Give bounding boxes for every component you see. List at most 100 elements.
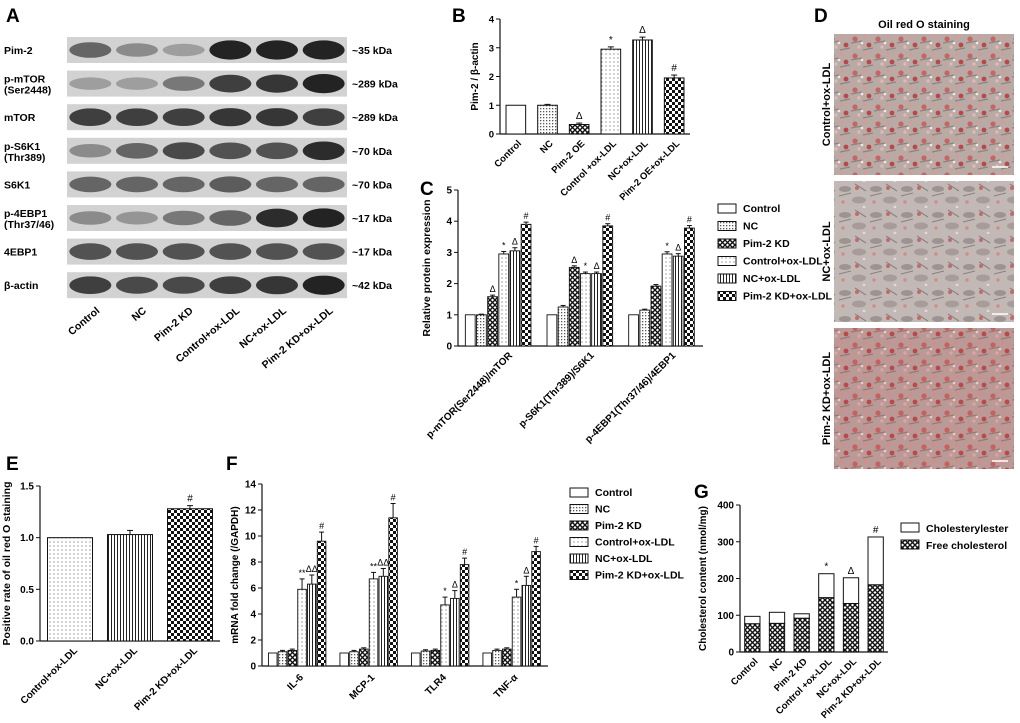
significance-mark: # <box>605 213 610 223</box>
bar <box>502 648 512 667</box>
significance-mark: Δ <box>576 111 583 122</box>
blot-band <box>256 176 298 193</box>
blot-band <box>302 208 345 228</box>
panel-g: G 0 100 200 300 400 Cholesterol content (nmol… <box>694 482 1008 721</box>
legend-label: Pim-2 KD <box>595 520 642 532</box>
x-category-label: TLR4 <box>423 672 449 698</box>
bar <box>818 573 835 599</box>
significance-mark: # <box>534 535 539 545</box>
x-category-label: MCP-1 <box>348 672 378 702</box>
significance-mark: ** <box>299 568 307 578</box>
bar <box>793 617 810 653</box>
blot-band <box>302 243 345 260</box>
blot-band <box>302 141 345 161</box>
blot-band <box>302 176 345 193</box>
blot-band <box>69 211 112 225</box>
bar <box>768 622 786 653</box>
bar <box>520 223 532 347</box>
legend-swatch <box>900 522 920 533</box>
blot-band <box>69 276 112 295</box>
bar <box>287 649 298 667</box>
significance-mark: # <box>391 493 396 503</box>
y-tick-label: 12 <box>245 506 257 517</box>
bar <box>744 615 761 625</box>
panel-label-f: F <box>226 454 238 475</box>
y-tick-label: 2 <box>250 636 256 647</box>
x-category-label: Control +ox-LDL <box>558 138 619 199</box>
significance-mark: * <box>665 241 669 251</box>
bar <box>464 314 476 347</box>
blot-band <box>256 40 298 60</box>
bar <box>867 584 884 653</box>
bar <box>307 583 317 667</box>
legend-swatch <box>569 504 589 514</box>
x-category-label: NC <box>538 138 556 156</box>
bar <box>482 652 492 667</box>
significance-mark: # <box>671 63 677 74</box>
significance-mark: * <box>824 562 828 573</box>
panel-a: A Pim-2 ~35 kDa p-mTOR(Ser2448) ~289 kDa mTO… <box>4 6 398 371</box>
y-tick-label: 1.0 <box>20 533 34 544</box>
blot-band <box>302 275 345 295</box>
x-category-label: IL-6 <box>286 672 307 693</box>
bar <box>505 104 527 135</box>
x-category-label: Control <box>729 656 761 688</box>
bar <box>511 596 522 667</box>
blot-row-label: p-4EBP1 <box>4 208 47 220</box>
blot-size-label: ~17 kDa <box>352 213 392 225</box>
x-category-label: TNF-α <box>492 672 521 701</box>
y-tick-label: 300 <box>717 537 734 548</box>
blot-band <box>209 210 252 226</box>
significance-mark: # <box>462 547 467 557</box>
blot-row-label: p-S6K1 <box>4 141 40 153</box>
bar <box>546 314 558 347</box>
microscopy-title: Oil red O staining <box>878 19 970 31</box>
blot-band <box>302 73 345 94</box>
blot-lane-label: NC <box>130 305 150 324</box>
blot-band <box>209 142 252 160</box>
y-tick-label: 1 <box>489 101 495 112</box>
blot-band <box>69 176 112 193</box>
bar <box>842 602 860 653</box>
bar <box>842 577 860 604</box>
significance-mark: # <box>524 211 529 221</box>
bar <box>628 314 639 347</box>
blot-row-label: β-actin <box>4 280 38 292</box>
y-tick-label: 14 <box>245 480 257 491</box>
significance-mark: * <box>584 261 588 271</box>
panel-label-a: A <box>6 6 20 27</box>
y-tick-label: 8 <box>250 558 256 569</box>
bar <box>459 564 470 667</box>
bar <box>498 253 510 347</box>
bar <box>487 296 498 347</box>
y-tick-label: 0 <box>250 662 256 673</box>
bar <box>47 537 93 642</box>
bar <box>521 584 532 667</box>
significance-mark: # <box>187 494 193 505</box>
significance-mark: Δ <box>523 565 529 575</box>
legend-swatch <box>717 203 737 214</box>
bar <box>639 309 651 347</box>
legend-label: Control <box>743 203 780 215</box>
blot-band <box>116 243 158 260</box>
significance-mark: * <box>502 240 506 250</box>
blot-row-sublabel: (Thr389) <box>4 152 45 164</box>
bar <box>557 306 569 347</box>
blot-row-label: mTOR <box>4 112 36 124</box>
bar <box>420 650 431 667</box>
blot-strip <box>67 104 347 131</box>
panel-b: B 0 1 2 3 4 Pim-2 / β-actin Control NC Δ Pim-2 OE… <box>452 6 690 203</box>
blot-band <box>256 276 298 295</box>
y-tick-label: 0 <box>728 648 734 659</box>
blot-band <box>162 142 205 160</box>
blot-band <box>256 208 298 228</box>
y-axis-label: mRNA fold change (/GAPDH) <box>230 506 241 643</box>
blot-lane-label: Control <box>66 305 102 338</box>
bar <box>430 649 441 667</box>
legend-swatch <box>569 537 589 547</box>
bar <box>684 227 695 347</box>
bar <box>359 648 369 667</box>
blot-band <box>116 276 158 294</box>
bar <box>167 508 213 642</box>
